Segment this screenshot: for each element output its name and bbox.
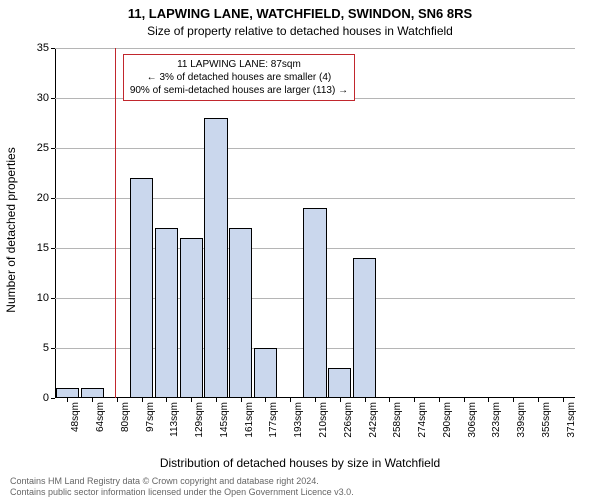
x-tick-mark: [439, 398, 440, 402]
x-tick-label: 274sqm: [417, 402, 428, 438]
x-tick-mark: [563, 398, 564, 402]
histogram-bar: [254, 348, 277, 398]
x-tick-mark: [191, 398, 192, 402]
y-tick-label: 0: [43, 392, 49, 404]
x-tick-label: 306sqm: [467, 402, 478, 438]
x-tick-label: 339sqm: [516, 402, 527, 438]
histogram-bar: [303, 208, 326, 398]
x-tick-mark: [464, 398, 465, 402]
histogram-bar: [204, 118, 227, 398]
histogram-bar: [353, 258, 376, 398]
plot-area: 0510152025303548sqm64sqm80sqm97sqm113sqm…: [55, 48, 575, 398]
chart-title: 11, LAPWING LANE, WATCHFIELD, SWINDON, S…: [0, 6, 600, 21]
x-tick-label: 226sqm: [343, 402, 354, 438]
footer-attribution: Contains HM Land Registry data © Crown c…: [10, 476, 590, 498]
y-tick-mark: [51, 348, 55, 349]
y-tick-mark: [51, 148, 55, 149]
histogram-bar: [328, 368, 351, 398]
x-tick-mark: [166, 398, 167, 402]
chart-container: 11, LAPWING LANE, WATCHFIELD, SWINDON, S…: [0, 0, 600, 500]
annotation-line-3: 90% of semi-detached houses are larger (…: [130, 84, 348, 97]
y-tick-mark: [51, 98, 55, 99]
y-axis-line: [55, 48, 56, 398]
histogram-bar: [155, 228, 178, 398]
annotation-box: 11 LAPWING LANE: 87sqm← 3% of detached h…: [123, 54, 355, 101]
x-tick-label: 210sqm: [318, 402, 329, 438]
x-tick-label: 97sqm: [145, 402, 156, 432]
x-tick-mark: [290, 398, 291, 402]
y-tick-label: 25: [37, 142, 49, 154]
y-axis-label: Number of detached properties: [4, 65, 18, 230]
x-tick-label: 355sqm: [541, 402, 552, 438]
x-tick-mark: [315, 398, 316, 402]
x-tick-mark: [538, 398, 539, 402]
annotation-line-2: ← 3% of detached houses are smaller (4): [130, 71, 348, 84]
grid-line: [55, 148, 575, 149]
x-tick-mark: [488, 398, 489, 402]
x-tick-mark: [241, 398, 242, 402]
x-tick-label: 242sqm: [368, 402, 379, 438]
y-tick-label: 20: [37, 192, 49, 204]
histogram-bar: [81, 388, 104, 398]
x-tick-mark: [340, 398, 341, 402]
x-tick-mark: [92, 398, 93, 402]
y-tick-mark: [51, 248, 55, 249]
chart-subtitle: Size of property relative to detached ho…: [0, 24, 600, 38]
x-tick-label: 48sqm: [70, 402, 81, 432]
y-tick-mark: [51, 48, 55, 49]
y-tick-label: 30: [37, 92, 49, 104]
x-tick-mark: [414, 398, 415, 402]
x-tick-label: 290sqm: [442, 402, 453, 438]
y-tick-label: 15: [37, 242, 49, 254]
x-tick-label: 161sqm: [244, 402, 255, 438]
x-tick-mark: [67, 398, 68, 402]
y-tick-label: 10: [37, 292, 49, 304]
histogram-bar: [180, 238, 203, 398]
footer-line-1: Contains HM Land Registry data © Crown c…: [10, 476, 590, 487]
y-tick-mark: [51, 198, 55, 199]
x-tick-label: 323sqm: [491, 402, 502, 438]
x-tick-label: 371sqm: [566, 402, 577, 438]
y-tick-mark: [51, 298, 55, 299]
x-tick-mark: [389, 398, 390, 402]
x-tick-mark: [265, 398, 266, 402]
x-tick-label: 177sqm: [268, 402, 279, 438]
x-tick-mark: [142, 398, 143, 402]
x-tick-mark: [117, 398, 118, 402]
x-tick-mark: [365, 398, 366, 402]
x-tick-label: 80sqm: [120, 402, 131, 432]
y-tick-mark: [51, 398, 55, 399]
x-axis-label: Distribution of detached houses by size …: [0, 456, 600, 470]
grid-line: [55, 48, 575, 49]
histogram-bar: [56, 388, 79, 398]
y-tick-label: 5: [43, 342, 49, 354]
footer-line-2: Contains public sector information licen…: [10, 487, 590, 498]
x-tick-label: 145sqm: [219, 402, 230, 438]
x-tick-label: 193sqm: [293, 402, 304, 438]
x-tick-mark: [513, 398, 514, 402]
histogram-bar: [229, 228, 252, 398]
x-tick-label: 129sqm: [194, 402, 205, 438]
histogram-bar: [130, 178, 153, 398]
x-tick-label: 113sqm: [169, 402, 180, 437]
x-tick-label: 64sqm: [95, 402, 106, 432]
x-tick-label: 258sqm: [392, 402, 403, 438]
x-tick-mark: [216, 398, 217, 402]
annotation-line-1: 11 LAPWING LANE: 87sqm: [130, 58, 348, 71]
marker-line: [115, 48, 116, 398]
y-tick-label: 35: [37, 42, 49, 54]
